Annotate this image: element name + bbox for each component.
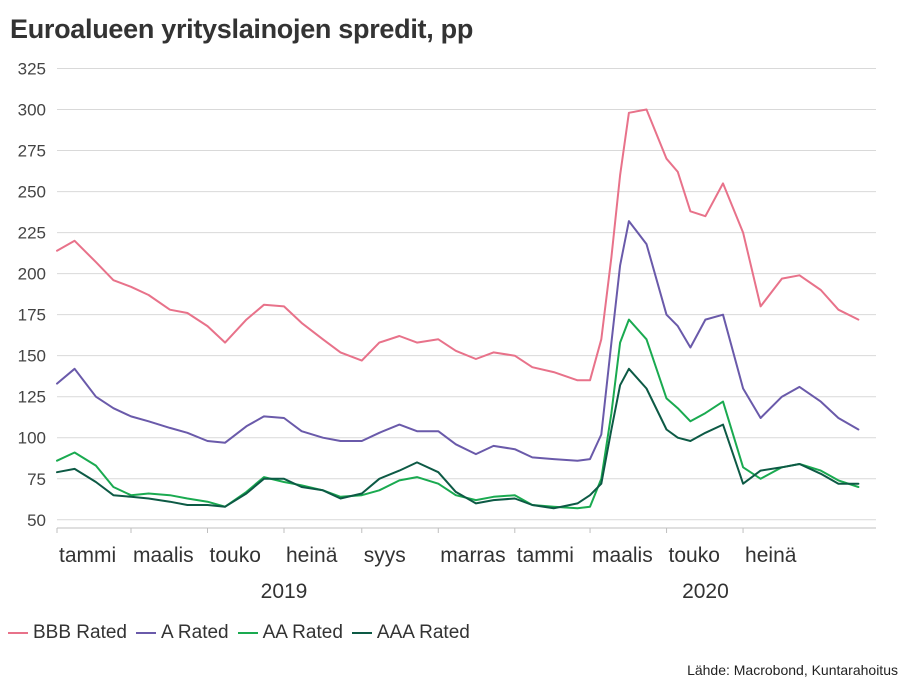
y-tick-label: 150 <box>18 347 46 366</box>
legend-swatch <box>351 632 372 634</box>
y-tick-label: 325 <box>18 59 46 78</box>
legend-label: AA Rated <box>262 622 343 643</box>
legend: BBB Rated A Rated AA Rated AAA Rated <box>8 622 479 644</box>
x-tick-label: heinä <box>286 544 338 567</box>
legend-label: AAA Rated <box>376 622 470 643</box>
x-tick-label: maalis <box>592 544 653 567</box>
series-line <box>56 220 860 462</box>
x-tick-label: syys <box>364 544 406 567</box>
series-line <box>56 108 860 382</box>
y-tick-label: 300 <box>18 101 46 120</box>
series-line <box>56 318 860 510</box>
legend-item: A Rated <box>136 622 229 644</box>
x-tick-label: tammi <box>59 544 116 567</box>
x-tick-label: maalis <box>133 544 194 567</box>
series-lines <box>56 108 860 510</box>
x-axis: tammi maalis touko heinä syys marras tammi maal… <box>56 527 876 603</box>
y-tick-label: 125 <box>18 388 46 407</box>
y-tick-label: 225 <box>18 224 46 243</box>
y-tick-label: 275 <box>18 142 46 161</box>
y-axis: 50 75 100 125 150 175 200 225 250 275 300 325 <box>18 59 46 529</box>
y-tick-label: 250 <box>18 183 46 202</box>
legend-label: A Rated <box>161 622 229 643</box>
chart-title: Euroalueen yrityslainojen spredit, pp <box>10 14 474 44</box>
gridlines <box>57 67 876 521</box>
legend-item: BBB Rated <box>8 622 127 644</box>
legend-item: AA Rated <box>237 622 343 644</box>
y-tick-label: 175 <box>18 306 46 325</box>
y-tick-label: 75 <box>27 470 46 489</box>
legend-swatch <box>8 632 28 634</box>
y-tick-label: 100 <box>18 429 46 448</box>
x-year-label: 2020 <box>682 580 729 603</box>
x-tick-label: heinä <box>745 544 797 567</box>
legend-swatch <box>136 632 156 634</box>
legend-label: BBB Rated <box>33 622 127 643</box>
x-tick-label: touko <box>210 544 261 567</box>
x-tick-label: marras <box>440 544 505 567</box>
series-line <box>56 367 860 510</box>
y-tick-label: 200 <box>18 265 46 284</box>
x-tick-label: touko <box>669 544 720 567</box>
y-tick-label: 50 <box>27 511 46 530</box>
x-year-label: 2019 <box>261 580 308 603</box>
legend-swatch <box>237 632 258 634</box>
legend-item: AAA Rated <box>351 622 470 644</box>
source-note: Lähde: Macrobond, Kuntarahoitus <box>687 662 898 678</box>
x-tick-label: tammi <box>517 544 574 567</box>
